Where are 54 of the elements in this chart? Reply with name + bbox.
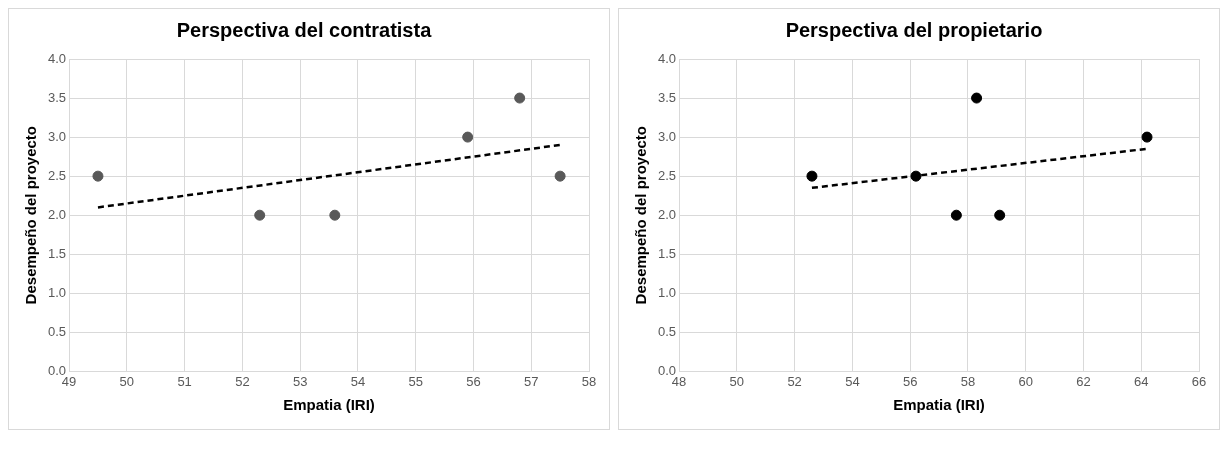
y-tick-label: 4.0 <box>47 50 67 66</box>
y-tick-label: 1.5 <box>47 245 67 261</box>
x-tick-label: 52 <box>235 373 250 389</box>
x-tick-label: 51 <box>177 373 192 389</box>
y-tick-label: 2.0 <box>657 206 677 222</box>
x-axis-title: Empatia (IRI) <box>893 396 985 414</box>
x-tick-label: 60 <box>1018 373 1033 389</box>
point <box>971 92 983 104</box>
y-tick-label: 3.0 <box>657 128 677 144</box>
y-axis-title: Desempeño del proyecto <box>632 126 650 305</box>
point <box>462 131 474 143</box>
y-tick-label: 1.0 <box>47 284 67 300</box>
point <box>254 209 266 221</box>
y-tick-label: 0.0 <box>657 362 677 378</box>
x-tick-label: 57 <box>524 373 539 389</box>
x-tick-label: 52 <box>787 373 802 389</box>
y-tick-label: 0.5 <box>657 323 677 339</box>
x-tick-label: 58 <box>581 373 597 389</box>
point <box>950 209 962 221</box>
point <box>554 170 566 182</box>
x-axis-title: Empatia (IRI) <box>283 396 375 414</box>
x-tick-label: 56 <box>466 373 481 389</box>
y-tick-label: 3.5 <box>657 89 677 105</box>
point <box>806 170 818 182</box>
x-tick-label: 56 <box>902 373 918 389</box>
x-tick-label: 64 <box>1134 373 1149 389</box>
y-tick-label: 1.5 <box>657 245 677 261</box>
y-tick-label: 1.0 <box>657 284 677 300</box>
point <box>994 209 1006 221</box>
x-tick-label: 50 <box>729 373 745 389</box>
y-tick-label: 2.5 <box>47 167 67 183</box>
x-tick-label: 55 <box>408 373 423 389</box>
x-tick-label: 58 <box>960 373 976 389</box>
point <box>1141 131 1153 143</box>
x-tick-label: 66 <box>1191 373 1207 389</box>
y-axis-title: Desempeño del proyecto <box>22 126 40 305</box>
y-tick-label: 2.5 <box>657 167 677 183</box>
point <box>514 92 526 104</box>
x-tick-label: 50 <box>119 373 135 389</box>
y-tick-label: 2.0 <box>47 206 67 222</box>
y-tick-label: 0.0 <box>47 362 67 378</box>
chart-title: Perspectiva del propietario <box>785 18 1043 41</box>
chart-title: Perspectiva del contratista <box>176 18 433 41</box>
y-tick-label: 3.0 <box>47 128 67 144</box>
x-tick-label: 54 <box>845 373 860 389</box>
point <box>92 170 104 182</box>
point <box>910 170 922 182</box>
y-tick-label: 3.5 <box>47 89 67 105</box>
x-tick-label: 53 <box>292 373 308 389</box>
y-tick-label: 0.5 <box>47 323 67 339</box>
x-tick-label: 54 <box>350 373 366 389</box>
y-tick-label: 4.0 <box>657 50 677 66</box>
x-tick-label: 62 <box>1076 373 1091 389</box>
point <box>329 209 341 221</box>
